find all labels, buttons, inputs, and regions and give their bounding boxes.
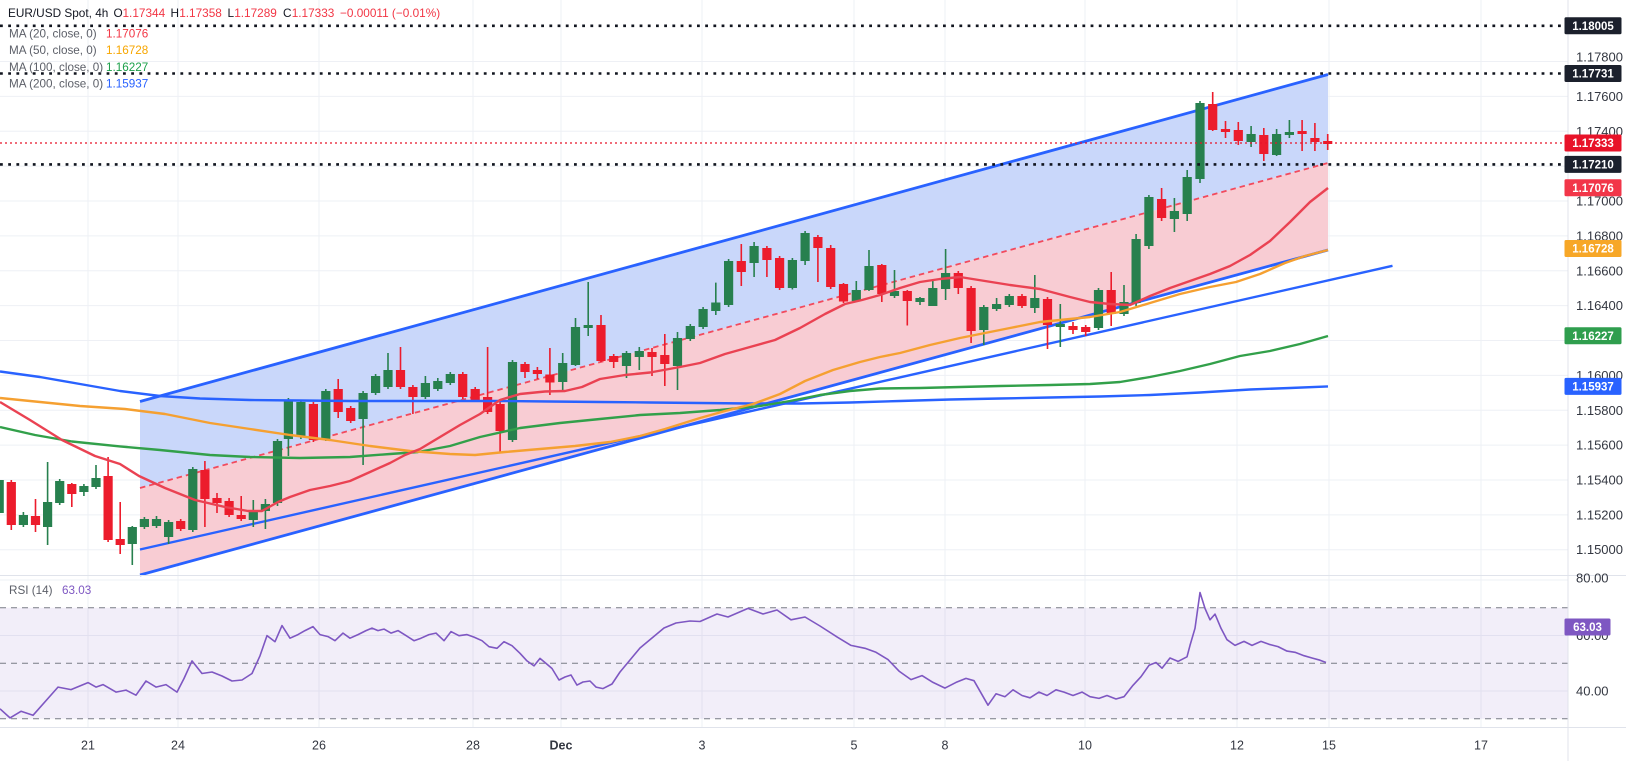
svg-text:−0.00011 (−0.01%): −0.00011 (−0.01%) xyxy=(340,6,440,20)
svg-text:MA (50, close, 0): MA (50, close, 0) xyxy=(9,44,97,57)
svg-text:1.17344: 1.17344 xyxy=(123,6,166,20)
svg-text:1.17289: 1.17289 xyxy=(234,6,277,20)
svg-text:80.00: 80.00 xyxy=(1576,571,1609,586)
svg-text:3: 3 xyxy=(699,739,706,753)
svg-text:L: L xyxy=(228,6,235,20)
svg-text:1.15400: 1.15400 xyxy=(1576,473,1623,488)
svg-text:H: H xyxy=(171,6,180,20)
svg-text:1.17333: 1.17333 xyxy=(1572,138,1614,150)
svg-text:5: 5 xyxy=(851,739,858,753)
svg-text:8: 8 xyxy=(942,739,949,753)
svg-text:1.15200: 1.15200 xyxy=(1576,507,1623,522)
svg-text:63.03: 63.03 xyxy=(62,584,91,597)
svg-text:O: O xyxy=(114,6,123,20)
svg-text:Dec: Dec xyxy=(550,739,573,753)
svg-text:1.15600: 1.15600 xyxy=(1576,438,1623,453)
svg-text:1.16227: 1.16227 xyxy=(1572,331,1614,343)
svg-text:1.16227: 1.16227 xyxy=(106,61,148,74)
svg-text:1.16800: 1.16800 xyxy=(1576,228,1623,243)
svg-text:1.15937: 1.15937 xyxy=(106,78,148,91)
svg-text:21: 21 xyxy=(81,739,95,753)
svg-text:10: 10 xyxy=(1078,739,1092,753)
svg-text:1.16728: 1.16728 xyxy=(1572,244,1614,256)
svg-text:EUR/USD Spot, 4h: EUR/USD Spot, 4h xyxy=(8,6,108,20)
svg-text:1.17076: 1.17076 xyxy=(106,28,148,41)
svg-text:1.15800: 1.15800 xyxy=(1576,403,1623,418)
svg-text:1.17000: 1.17000 xyxy=(1576,194,1623,209)
svg-text:1.18005: 1.18005 xyxy=(1572,21,1614,33)
svg-text:17: 17 xyxy=(1474,739,1488,753)
svg-text:1.17210: 1.17210 xyxy=(1572,160,1614,172)
svg-text:28: 28 xyxy=(466,739,480,753)
svg-text:15: 15 xyxy=(1322,739,1336,753)
svg-text:MA (200, close, 0): MA (200, close, 0) xyxy=(9,78,103,91)
svg-text:24: 24 xyxy=(171,739,185,753)
svg-text:1.17731: 1.17731 xyxy=(1572,69,1614,81)
svg-text:1.16728: 1.16728 xyxy=(106,44,148,57)
svg-text:RSI (14): RSI (14) xyxy=(9,584,53,597)
svg-text:1.17076: 1.17076 xyxy=(1572,183,1614,195)
svg-text:63.03: 63.03 xyxy=(1573,622,1602,634)
svg-text:1.15937: 1.15937 xyxy=(1572,382,1614,394)
svg-text:1.17800: 1.17800 xyxy=(1576,50,1623,65)
svg-text:C: C xyxy=(283,6,292,20)
svg-text:26: 26 xyxy=(312,739,326,753)
svg-text:1.17333: 1.17333 xyxy=(292,6,335,20)
svg-text:1.17358: 1.17358 xyxy=(179,6,222,20)
svg-text:1.16600: 1.16600 xyxy=(1576,263,1623,278)
svg-text:1.16400: 1.16400 xyxy=(1576,298,1623,313)
svg-text:MA (100, close, 0): MA (100, close, 0) xyxy=(9,61,103,74)
svg-text:12: 12 xyxy=(1230,739,1244,753)
svg-text:40.00: 40.00 xyxy=(1576,684,1609,699)
svg-text:MA (20, close, 0): MA (20, close, 0) xyxy=(9,28,97,41)
svg-text:1.15000: 1.15000 xyxy=(1576,542,1623,557)
svg-text:1.17600: 1.17600 xyxy=(1576,89,1623,104)
